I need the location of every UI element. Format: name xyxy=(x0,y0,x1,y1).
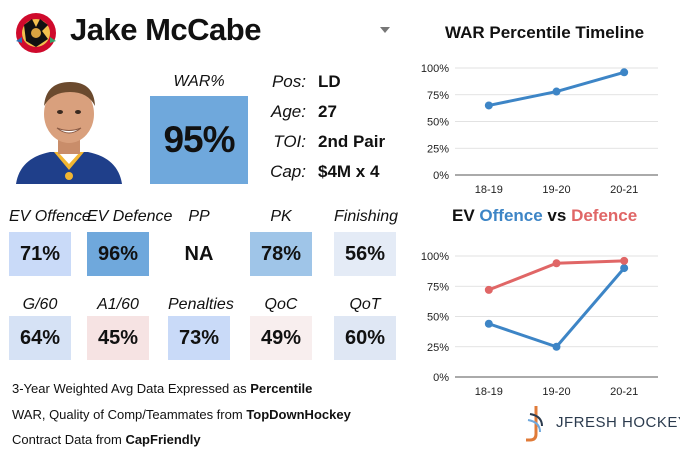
team-logo-icon xyxy=(16,13,56,53)
y-tick-label: 0% xyxy=(433,372,449,384)
data-point xyxy=(620,256,629,265)
footer-text: 3-Year Weighted Avg Data Expressed as xyxy=(12,381,251,396)
stat-box-ev-offence: 71% xyxy=(9,232,71,276)
stat-box-a160: 45% xyxy=(87,316,149,360)
y-tick-label: 75% xyxy=(427,281,449,293)
stat-label: EV Defence xyxy=(87,208,173,225)
war-label: WAR% xyxy=(173,73,225,90)
x-tick-label: 20-21 xyxy=(610,184,638,196)
y-tick-label: 25% xyxy=(427,342,449,354)
info-value-pos: LD xyxy=(318,72,341,91)
stat-box-qoc: 49% xyxy=(250,316,312,360)
stat-label: PK xyxy=(270,208,292,225)
jfresh-logo-icon xyxy=(526,406,543,442)
info-value-cap: $4M x 4 xyxy=(318,162,380,181)
y-tick-label: 100% xyxy=(421,63,449,75)
title-part-vs: vs xyxy=(542,206,572,225)
player-name: Jake McCabe xyxy=(70,12,261,47)
stat-box-finishing: 56% xyxy=(334,232,396,276)
stat-label: Finishing xyxy=(334,208,399,225)
stat-box-penalties: 73% xyxy=(168,316,230,360)
info-key-toi: TOI: xyxy=(273,132,306,151)
footer-line-2: WAR, Quality of Comp/Teammates from TopD… xyxy=(12,407,351,422)
y-tick-label: 25% xyxy=(427,143,449,155)
data-point xyxy=(552,342,561,351)
data-point xyxy=(552,259,561,268)
info-key-age: Age: xyxy=(271,102,306,121)
stat-label: EV Offence xyxy=(9,208,91,225)
footer-text: Contract Data from xyxy=(12,432,126,447)
y-tick-label: 50% xyxy=(427,117,449,129)
x-tick-label: 20-21 xyxy=(610,386,638,396)
stat-box-pp: NA xyxy=(168,232,230,276)
stat-label: G/60 xyxy=(22,296,58,313)
info-value-toi: 2nd Pair xyxy=(318,132,386,151)
title-part-defence: Defence xyxy=(571,206,638,225)
data-point xyxy=(552,87,561,96)
war-value: 95% xyxy=(163,119,235,160)
title-part-offence: Offence xyxy=(479,206,543,225)
data-point xyxy=(620,68,629,77)
footer-line-3: Contract Data from CapFriendly xyxy=(12,432,201,447)
chart-title-war-timeline: WAR Percentile Timeline xyxy=(445,23,645,42)
stat-box-pk: 78% xyxy=(250,232,312,276)
info-key-pos: Pos: xyxy=(271,72,306,91)
x-tick-label: 19-20 xyxy=(542,386,570,396)
x-tick-label: 18-19 xyxy=(475,386,503,396)
footer-text: WAR, Quality of Comp/Teammates from xyxy=(12,407,247,422)
y-tick-label: 0% xyxy=(433,170,449,182)
footer-bold: TopDownHockey xyxy=(246,407,351,422)
player-headshot xyxy=(10,66,128,184)
y-tick-label: 50% xyxy=(427,312,449,324)
title-part-ev: EV xyxy=(452,206,480,225)
series-line xyxy=(488,267,626,349)
x-tick-label: 18-19 xyxy=(475,184,503,196)
stat-label: QoC xyxy=(264,296,298,313)
info-value-age: 27 xyxy=(318,102,337,121)
info-key-cap: Cap: xyxy=(270,162,306,181)
ev-offence-defence-chart: 0% 25% 50% 75% 100% 18-19 19-20 20-21 xyxy=(421,251,658,396)
footer-line-1: 3-Year Weighted Avg Data Expressed as Pe… xyxy=(12,381,312,396)
y-tick-label: 75% xyxy=(427,90,449,102)
stat-box-qot: 60% xyxy=(334,316,396,360)
stat-box-g60: 64% xyxy=(9,316,71,360)
stat-box-ev-defence: 96% xyxy=(87,232,149,276)
stat-label: Penalties xyxy=(168,296,234,313)
war-box: 95% xyxy=(150,96,248,184)
data-point xyxy=(620,264,629,273)
chart-title-ev-offence-defence: EV Offence vs Defence xyxy=(452,206,637,226)
chevron-down-icon[interactable] xyxy=(380,27,390,33)
y-tick-label: 100% xyxy=(421,251,449,263)
stat-label: QoT xyxy=(349,296,381,313)
data-point xyxy=(484,319,493,328)
data-point xyxy=(484,285,493,294)
brand-name: JFRESH HOCKEY xyxy=(556,414,680,431)
data-point xyxy=(484,101,493,110)
stat-label: PP xyxy=(188,208,210,225)
war-timeline-chart: 0% 25% 50% 75% 100% 18-19 19-20 20-21 xyxy=(421,63,658,196)
stat-label: A1/60 xyxy=(97,296,139,313)
footer-bold: CapFriendly xyxy=(125,432,201,447)
x-tick-label: 19-20 xyxy=(542,184,570,196)
footer-bold: Percentile xyxy=(250,381,313,396)
